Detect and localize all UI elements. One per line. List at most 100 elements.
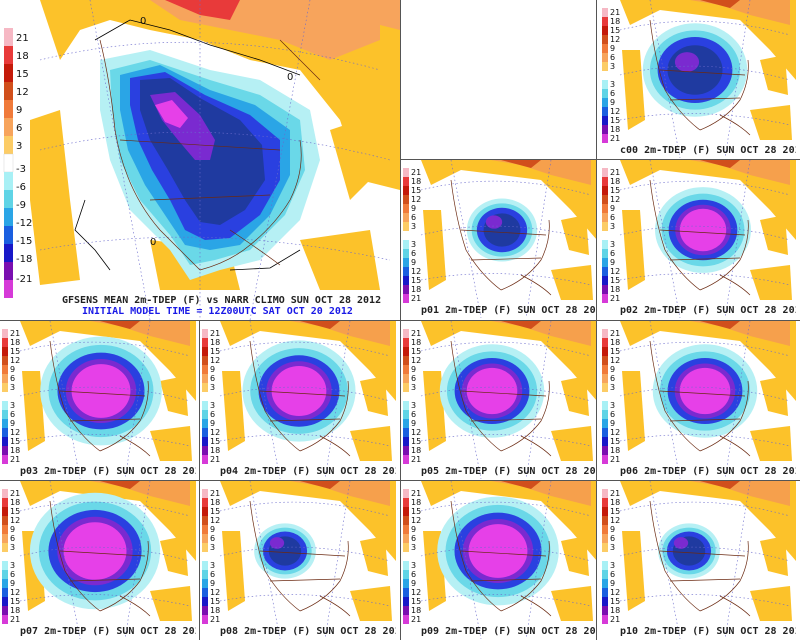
- colorbar-label: 21: [10, 329, 20, 338]
- cb-label: -3: [16, 164, 26, 175]
- colorbar-label: 6: [610, 249, 615, 258]
- colorbar-label: 18: [10, 446, 20, 455]
- colorbar-label: 3: [610, 401, 615, 410]
- mean-map-panel: 21 18 15 12 9 6 3 -3 -6 -9 -12 -15 -18 -…: [0, 0, 400, 320]
- colorbar-swatch: [602, 89, 608, 98]
- colorbar-label: 6: [610, 410, 615, 419]
- member-graticule: [19, 321, 191, 479]
- colorbar-swatch: [602, 26, 608, 35]
- colorbar-label: 6: [10, 410, 15, 419]
- member-anomaly-field: [421, 321, 597, 461]
- colorbar-label: 15: [610, 116, 620, 125]
- colorbar-swatch: [202, 410, 208, 419]
- colorbar-swatch: [2, 525, 8, 534]
- member-caption: p01 2m-TDEP (F) SUN OCT 28 2012: [421, 305, 597, 316]
- colorbar-label: 21: [411, 168, 421, 177]
- colorbar-label: 3: [411, 240, 416, 249]
- colorbar-label: 6: [610, 374, 615, 383]
- colorbar-swatch: [602, 134, 608, 143]
- member-anomaly-field: [620, 321, 796, 461]
- colorbar-label: 9: [10, 365, 15, 374]
- colorbar-swatch: [403, 455, 409, 464]
- colorbar-swatch: [202, 597, 208, 606]
- colorbar-swatch: [2, 419, 8, 428]
- member-anomaly-field: [620, 160, 796, 300]
- colorbar-label: 12: [610, 356, 620, 365]
- mean-coastlines: [99, 39, 321, 271]
- colorbar-swatch: [202, 516, 208, 525]
- colorbar-label: 12: [210, 428, 220, 437]
- colorbar-label: 18: [411, 498, 421, 507]
- colorbar-swatch: [602, 428, 608, 437]
- colorbar-label: 6: [610, 53, 615, 62]
- colorbar-swatch: [602, 606, 608, 615]
- colorbar-swatch: [202, 455, 208, 464]
- colorbar-swatch: [602, 80, 608, 89]
- member-caption: p06 2m-TDEP (F) SUN OCT 28 2012: [620, 466, 796, 477]
- colorbar-swatch: [602, 177, 608, 186]
- cb-label: 9: [16, 105, 22, 116]
- colorbar-label: 6: [210, 570, 215, 579]
- member-panel-p10: 21 18 15 12 9 6 3 3 6 9 12 15 18 21 p10 2m-TDEP (F) SU…: [600, 481, 796, 639]
- colorbar-label: 15: [411, 507, 421, 516]
- colorbar-swatch: [602, 338, 608, 347]
- colorbar-swatch: [202, 489, 208, 498]
- member-panel-p09: 21 18 15 12 9 6 3 3 6 9 12 15 18 21 p09 2m-TDEP (F) SU…: [401, 481, 597, 639]
- member-anomaly-field: [20, 481, 196, 621]
- colorbar-label: 9: [411, 419, 416, 428]
- colorbar-swatch: [602, 489, 608, 498]
- colorbar-label: 6: [610, 89, 615, 98]
- colorbar-label: 9: [411, 204, 416, 213]
- colorbar-swatch: [2, 383, 8, 392]
- cb-label: -6: [16, 182, 26, 193]
- colorbar-swatch: [602, 186, 608, 195]
- colorbar-swatch: [403, 401, 409, 410]
- member-graticule: [619, 321, 791, 479]
- colorbar-swatch: [602, 347, 608, 356]
- colorbar-swatch: [202, 588, 208, 597]
- colorbar-label: 3: [610, 543, 615, 552]
- colorbar-swatch: [403, 168, 409, 177]
- colorbar-swatch: [602, 543, 608, 552]
- colorbar-label: 15: [10, 437, 20, 446]
- colorbar-swatch: [2, 507, 8, 516]
- colorbar-swatch: [2, 446, 8, 455]
- cb-label: 21: [16, 33, 29, 44]
- colorbar-swatch: [403, 356, 409, 365]
- colorbar-swatch: [403, 213, 409, 222]
- colorbar-swatch: [602, 374, 608, 383]
- member-anomaly-field: [20, 321, 196, 461]
- colorbar-swatch: [202, 525, 208, 534]
- colorbar-swatch: [602, 116, 608, 125]
- member-caption: p03 2m-TDEP (F) SUN OCT 28 2012: [20, 466, 196, 477]
- cb-label: -21: [16, 274, 32, 285]
- member-anomaly-field: [620, 481, 796, 621]
- colorbar-swatch: [602, 455, 608, 464]
- colorbar-swatch: [202, 534, 208, 543]
- colorbar-swatch: [602, 294, 608, 303]
- member-graticule: [420, 160, 592, 318]
- member-coastlines: [249, 500, 351, 617]
- colorbar-swatch: [602, 204, 608, 213]
- colorbar-label: 3: [210, 543, 215, 552]
- colorbar-swatch: [202, 392, 208, 401]
- member-caption: p02 2m-TDEP (F) SUN OCT 28 2012: [620, 305, 796, 316]
- colorbar-swatch: [602, 285, 608, 294]
- colorbar-swatch: [602, 195, 608, 204]
- mean-colorbar: 21 18 15 12 9 6 3 -3 -6 -9 -12 -15 -18 -…: [3, 28, 32, 298]
- colorbar-swatch: [602, 35, 608, 44]
- colorbar-swatch: [602, 525, 608, 534]
- member-coastlines: [649, 179, 751, 296]
- colorbar-swatch: [602, 552, 608, 561]
- colorbar-label: 21: [210, 329, 220, 338]
- colorbar-swatch: [602, 588, 608, 597]
- colorbar-label: 18: [10, 338, 20, 347]
- colorbar-swatch: [403, 392, 409, 401]
- colorbar-label: 9: [411, 365, 416, 374]
- cb-label: -15: [16, 236, 32, 247]
- colorbar-swatch: [202, 428, 208, 437]
